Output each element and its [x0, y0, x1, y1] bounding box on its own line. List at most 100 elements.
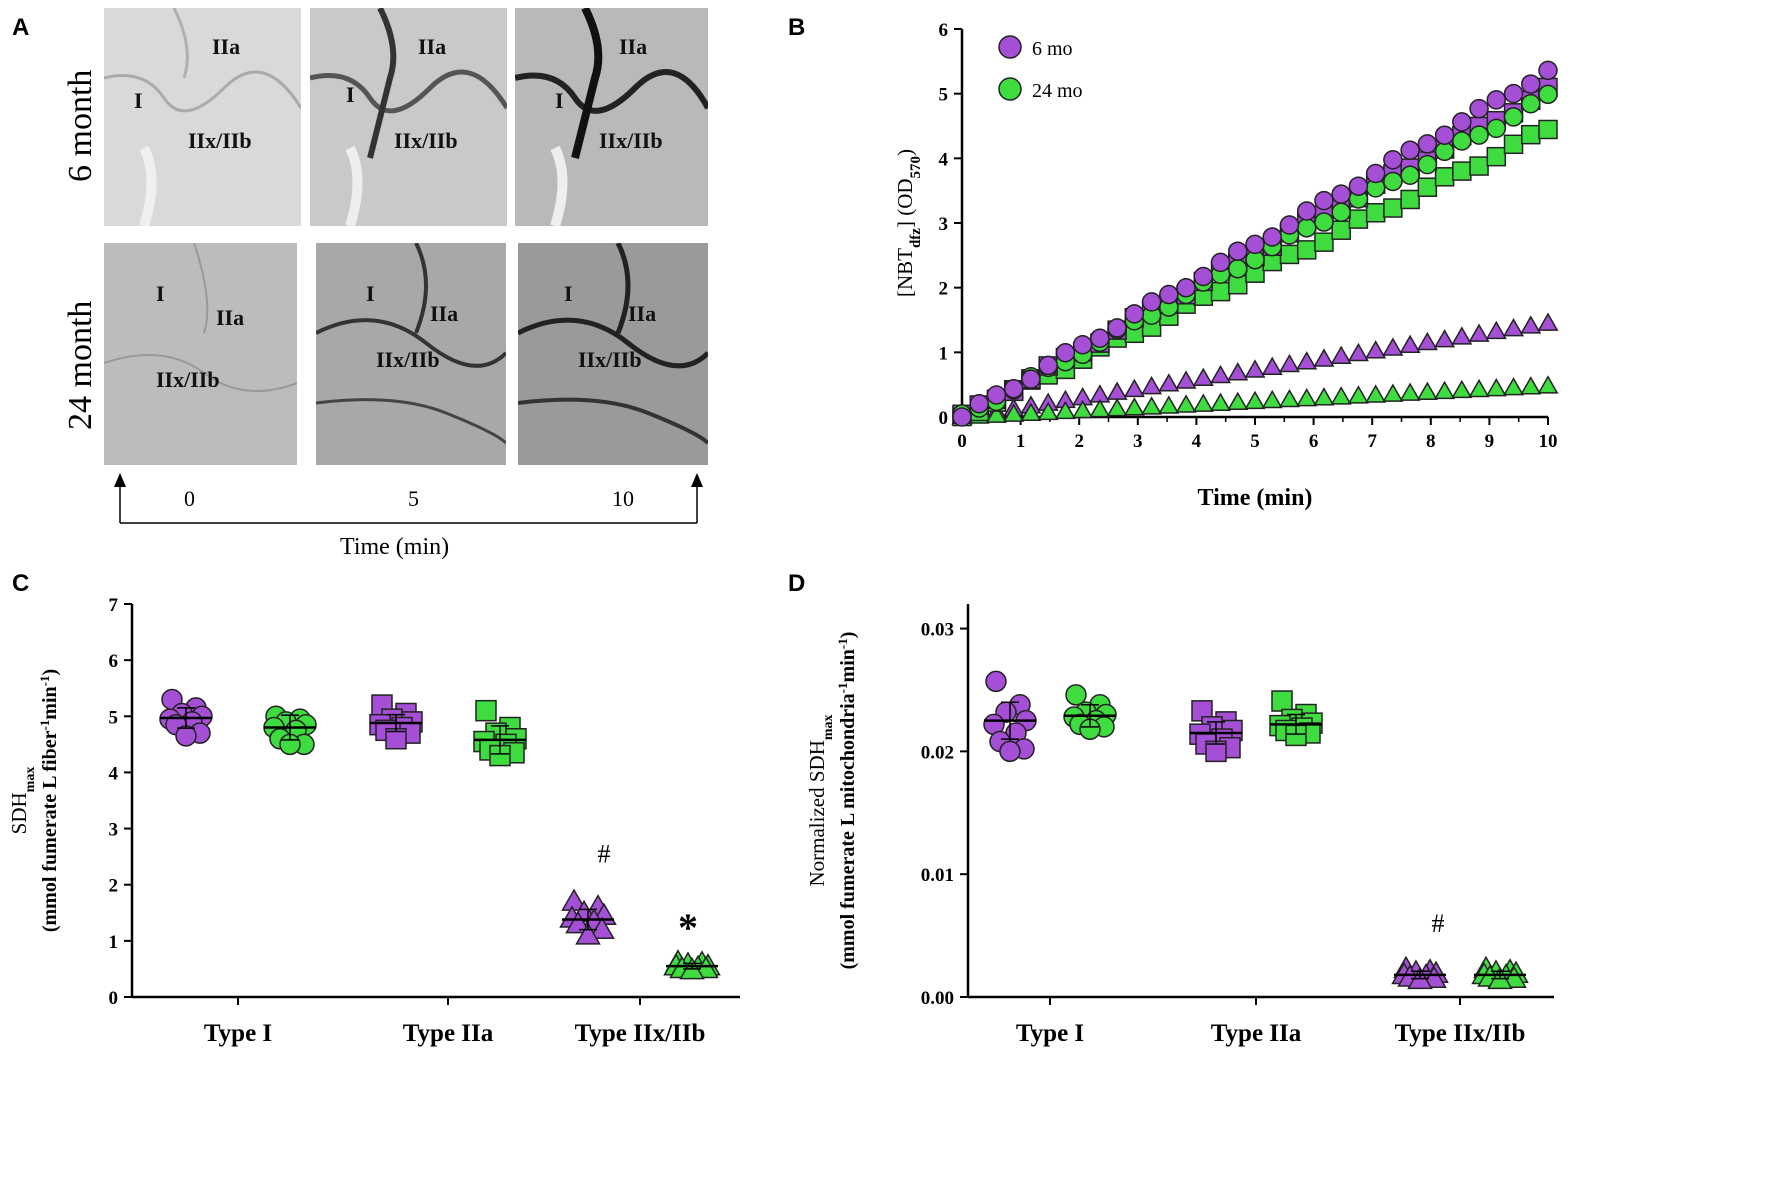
data-point: [1468, 378, 1490, 398]
data-point: [1313, 348, 1335, 367]
data-point: [986, 385, 1007, 405]
category-label: Type IIa: [1211, 1020, 1302, 1047]
panel-letter-b: B: [788, 14, 806, 41]
data-point: [589, 916, 615, 940]
data-point: [1244, 390, 1266, 410]
label-iixb: IIx/IIb: [376, 347, 440, 372]
x-tick-label: 3: [1133, 431, 1143, 452]
data-point: [1417, 134, 1438, 154]
data-point: [1107, 318, 1127, 338]
time-tick-5: 5: [408, 486, 419, 511]
data-point: [1072, 399, 1094, 419]
data-point: [952, 407, 972, 427]
data-point: [1072, 334, 1093, 355]
data-point: [1331, 202, 1351, 222]
micrograph-6mo-t10: IIa I IIx/IIb: [515, 8, 708, 226]
micrograph-24mo-t5: I IIa IIx/IIb: [316, 243, 506, 465]
data-point: [1245, 234, 1265, 255]
chart-d: 0.00 0.01 0.02 0.03 Type I Type IIa Type IIx/I…: [805, 604, 1554, 1047]
data-point: [1383, 150, 1403, 170]
data-point: [1537, 312, 1559, 331]
data-point: [1124, 304, 1145, 324]
data-point: [1210, 252, 1231, 273]
data-point: [1537, 375, 1559, 394]
micrograph-6mo-t5: IIa I IIx/IIb: [310, 8, 507, 226]
data-point: [1417, 177, 1438, 197]
data-point: [1538, 84, 1558, 105]
data-point: [1520, 376, 1542, 395]
y-tick-label: 2: [939, 279, 949, 300]
data-point: [1469, 156, 1489, 176]
data-point: [1330, 345, 1352, 364]
category-label: Type IIx/IIb: [575, 1020, 706, 1047]
label-i: I: [156, 281, 165, 306]
label-iixb: IIx/IIb: [394, 128, 458, 153]
data-point: [1296, 201, 1317, 221]
data-point: [1348, 209, 1369, 229]
data-point: [1123, 378, 1145, 398]
data-point: [1365, 163, 1386, 184]
y-tick-label: 6: [939, 20, 949, 41]
label-iia: IIa: [216, 305, 245, 330]
time-axis-label: Time (min): [340, 534, 450, 560]
data-point: [1296, 240, 1317, 260]
data-point: [1244, 359, 1266, 378]
y-axis-title: [NBTdfz] (OD570): [893, 149, 924, 297]
data-point: [1141, 292, 1162, 312]
annotation-hash: #: [598, 839, 611, 868]
data-point: [1486, 118, 1507, 139]
data-point: [1417, 154, 1438, 175]
micrograph-24mo-t0: I IIa IIx/IIb: [104, 243, 297, 465]
data-point: [1365, 340, 1387, 359]
data-point: [1521, 124, 1541, 145]
label-i: I: [564, 281, 573, 306]
data-point: [1365, 384, 1387, 403]
label-iixb: IIx/IIb: [599, 128, 663, 153]
y-tick-label: 1: [109, 932, 119, 953]
data-point: [1020, 402, 1042, 421]
data-point: [1159, 284, 1179, 305]
label-iixb: IIx/IIb: [156, 367, 220, 392]
label-iixb: IIx/IIb: [578, 347, 642, 372]
x-tick-label: 5: [1250, 431, 1260, 452]
data-point: [1037, 401, 1059, 421]
chart-c: 0 1 2 3 4 5 6 7 Type I Type IIa Type IIx/IIb SDHmax…: [7, 595, 740, 1047]
x-tick-label: 8: [1426, 431, 1436, 452]
data-point: [1330, 386, 1352, 405]
data-point: [1486, 90, 1507, 110]
data-point: [1347, 342, 1369, 362]
chart-b: 0 1 2 3 4 5 6 0 1 2 3 4 5 6 7 8 9 10 Time (min) [NBTdfz] (O…: [893, 20, 1559, 511]
data-point: [1520, 315, 1542, 334]
label-iia: IIa: [418, 34, 447, 59]
data-point: [1503, 134, 1524, 155]
data-point: [969, 393, 989, 414]
x-tick-label: 1: [1016, 431, 1026, 452]
micrograph-24mo-t10: I IIa IIx/IIb: [518, 243, 708, 465]
data-point: [1228, 258, 1248, 279]
data-point: [565, 911, 591, 934]
data-point: [1452, 112, 1472, 132]
y-tick-label: 0.02: [921, 742, 954, 763]
data-point: [1434, 167, 1455, 187]
time-bracket: [114, 473, 703, 524]
data-point: [1399, 334, 1421, 353]
x-tick-label: 9: [1485, 431, 1495, 452]
data-point: [1452, 131, 1472, 151]
data-point: [1503, 377, 1525, 396]
data-point: [1314, 212, 1334, 232]
data-point: [1521, 93, 1541, 114]
data-point: [1175, 394, 1197, 413]
data-point: [1278, 353, 1300, 373]
data-point: [1090, 328, 1110, 349]
data-point: [1271, 690, 1293, 712]
data-point: [1055, 342, 1076, 363]
x-axis-title: Time (min): [1198, 485, 1313, 511]
y-tick-label: 3: [939, 214, 949, 235]
data-point: [1038, 355, 1058, 376]
data-point: [1261, 356, 1283, 376]
y-axis-units: (mmol fumerate L fiber-1min-1): [37, 669, 62, 932]
data-point: [1434, 380, 1456, 400]
data-point: [1416, 381, 1438, 401]
data-point: [1485, 320, 1507, 340]
label-iia: IIa: [628, 301, 657, 326]
